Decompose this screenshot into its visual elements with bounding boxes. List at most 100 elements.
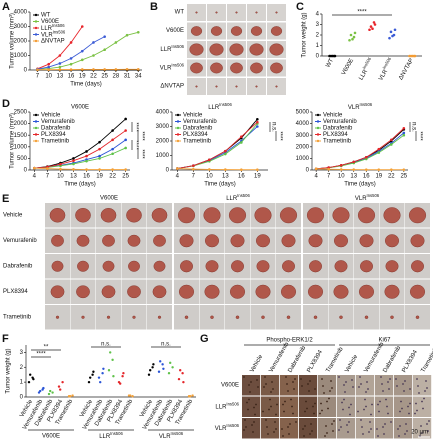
tumor [410, 234, 425, 248]
nucleus [409, 388, 411, 390]
nucleus [324, 435, 326, 437]
data-point [171, 366, 174, 369]
nucleus [387, 412, 389, 415]
group-label-main: VLR [159, 434, 171, 440]
nucleus [282, 403, 284, 406]
data-point [72, 157, 75, 160]
nucleus [400, 400, 402, 403]
row-label-main: LLR [160, 47, 172, 53]
nucleus [332, 430, 334, 432]
data-point [91, 373, 94, 376]
y-axis-label: Tumor weight (g) [302, 12, 308, 57]
nucleus [325, 425, 327, 427]
legend-marker [34, 113, 38, 117]
data-point [349, 33, 353, 37]
x-tick-label: 13 [350, 174, 357, 180]
data-point [42, 386, 45, 390]
x-tick-label: 22 [388, 174, 395, 180]
data-point [58, 65, 62, 69]
column-header: V600E [100, 196, 118, 202]
nucleus [357, 410, 359, 413]
legend-label: Vemurafenib [323, 119, 357, 125]
x-tick-label: 16 [363, 174, 370, 180]
x-tick-label: 25 [101, 74, 108, 80]
x-tick-label: 22 [109, 174, 116, 180]
legend-label-main: VLR [41, 32, 53, 38]
data-point [129, 394, 132, 397]
legend-label: Dabrafenib [323, 126, 353, 132]
panel-label: G [200, 333, 209, 345]
nucleus [253, 406, 255, 409]
nucleus [271, 381, 273, 383]
nucleus [292, 381, 294, 383]
x-tick-label-sup: Ins506 [361, 56, 372, 70]
nucleus [304, 410, 306, 413]
nucleus [342, 408, 344, 411]
x-tick-label: 10 [338, 174, 345, 180]
nucleus [252, 431, 254, 433]
data-point [372, 21, 376, 24]
data-point [224, 152, 227, 156]
legend-marker [176, 113, 180, 117]
series-line [316, 127, 405, 170]
tumor [100, 207, 117, 223]
y-axis-label: Tumor volume (mm³) [10, 113, 16, 169]
data-point [240, 135, 243, 138]
data-point [331, 54, 334, 58]
nucleus [251, 424, 253, 426]
tumor [235, 315, 240, 319]
ihc-tile [394, 396, 413, 417]
nucleus [386, 405, 388, 408]
y-tick-label: 0 [166, 168, 170, 174]
nucleus [273, 431, 275, 433]
nucleus [276, 403, 278, 406]
nucleus [402, 383, 404, 385]
tumor [281, 234, 296, 248]
nucleus [389, 378, 391, 380]
nucleus [283, 410, 285, 413]
series-line [177, 168, 258, 171]
column-label: Vehicle [249, 353, 264, 373]
data-point [208, 168, 211, 171]
data-point [85, 168, 88, 171]
panel-label: B [150, 1, 158, 13]
nucleus [422, 407, 424, 410]
group-label: V600E [42, 434, 60, 440]
tumor [152, 285, 167, 299]
nucleus [340, 426, 342, 428]
nucleus [404, 433, 406, 435]
chart-title-main: VLR [348, 105, 360, 111]
nucleus [295, 421, 297, 423]
data-point [256, 117, 259, 121]
chart-title-sup: Ins506 [219, 102, 232, 107]
series-line [34, 147, 126, 169]
tumor [101, 285, 116, 299]
x-axis-label: Time (days) [344, 182, 375, 188]
tumor [254, 207, 272, 224]
nucleus [292, 412, 294, 415]
nucleus [274, 421, 276, 423]
nucleus [287, 426, 289, 428]
nucleus [331, 387, 333, 389]
row-label-sup: Ins506 [226, 423, 239, 428]
nucleus [331, 423, 333, 425]
y-tick-label: 1000 [156, 153, 170, 159]
nucleus [407, 405, 409, 408]
data-point [72, 168, 75, 171]
data-point [58, 68, 62, 71]
legend-label: V600E [41, 19, 59, 25]
nucleus [352, 386, 354, 388]
nucleus [312, 405, 314, 408]
column-label: Trametinib [420, 346, 433, 374]
nucleus [288, 433, 290, 435]
nucleus [285, 376, 287, 378]
y-tick-label: 3000 [296, 133, 310, 139]
nucleus [265, 383, 267, 385]
data-point [369, 25, 373, 28]
legend-marker [316, 126, 320, 130]
nucleus [270, 405, 272, 408]
legend-label: Dabrafenib [41, 126, 71, 132]
tumor [132, 315, 136, 319]
x-axis-label: Time (days) [64, 182, 95, 188]
x-tick-label-main: VLR [378, 68, 389, 82]
